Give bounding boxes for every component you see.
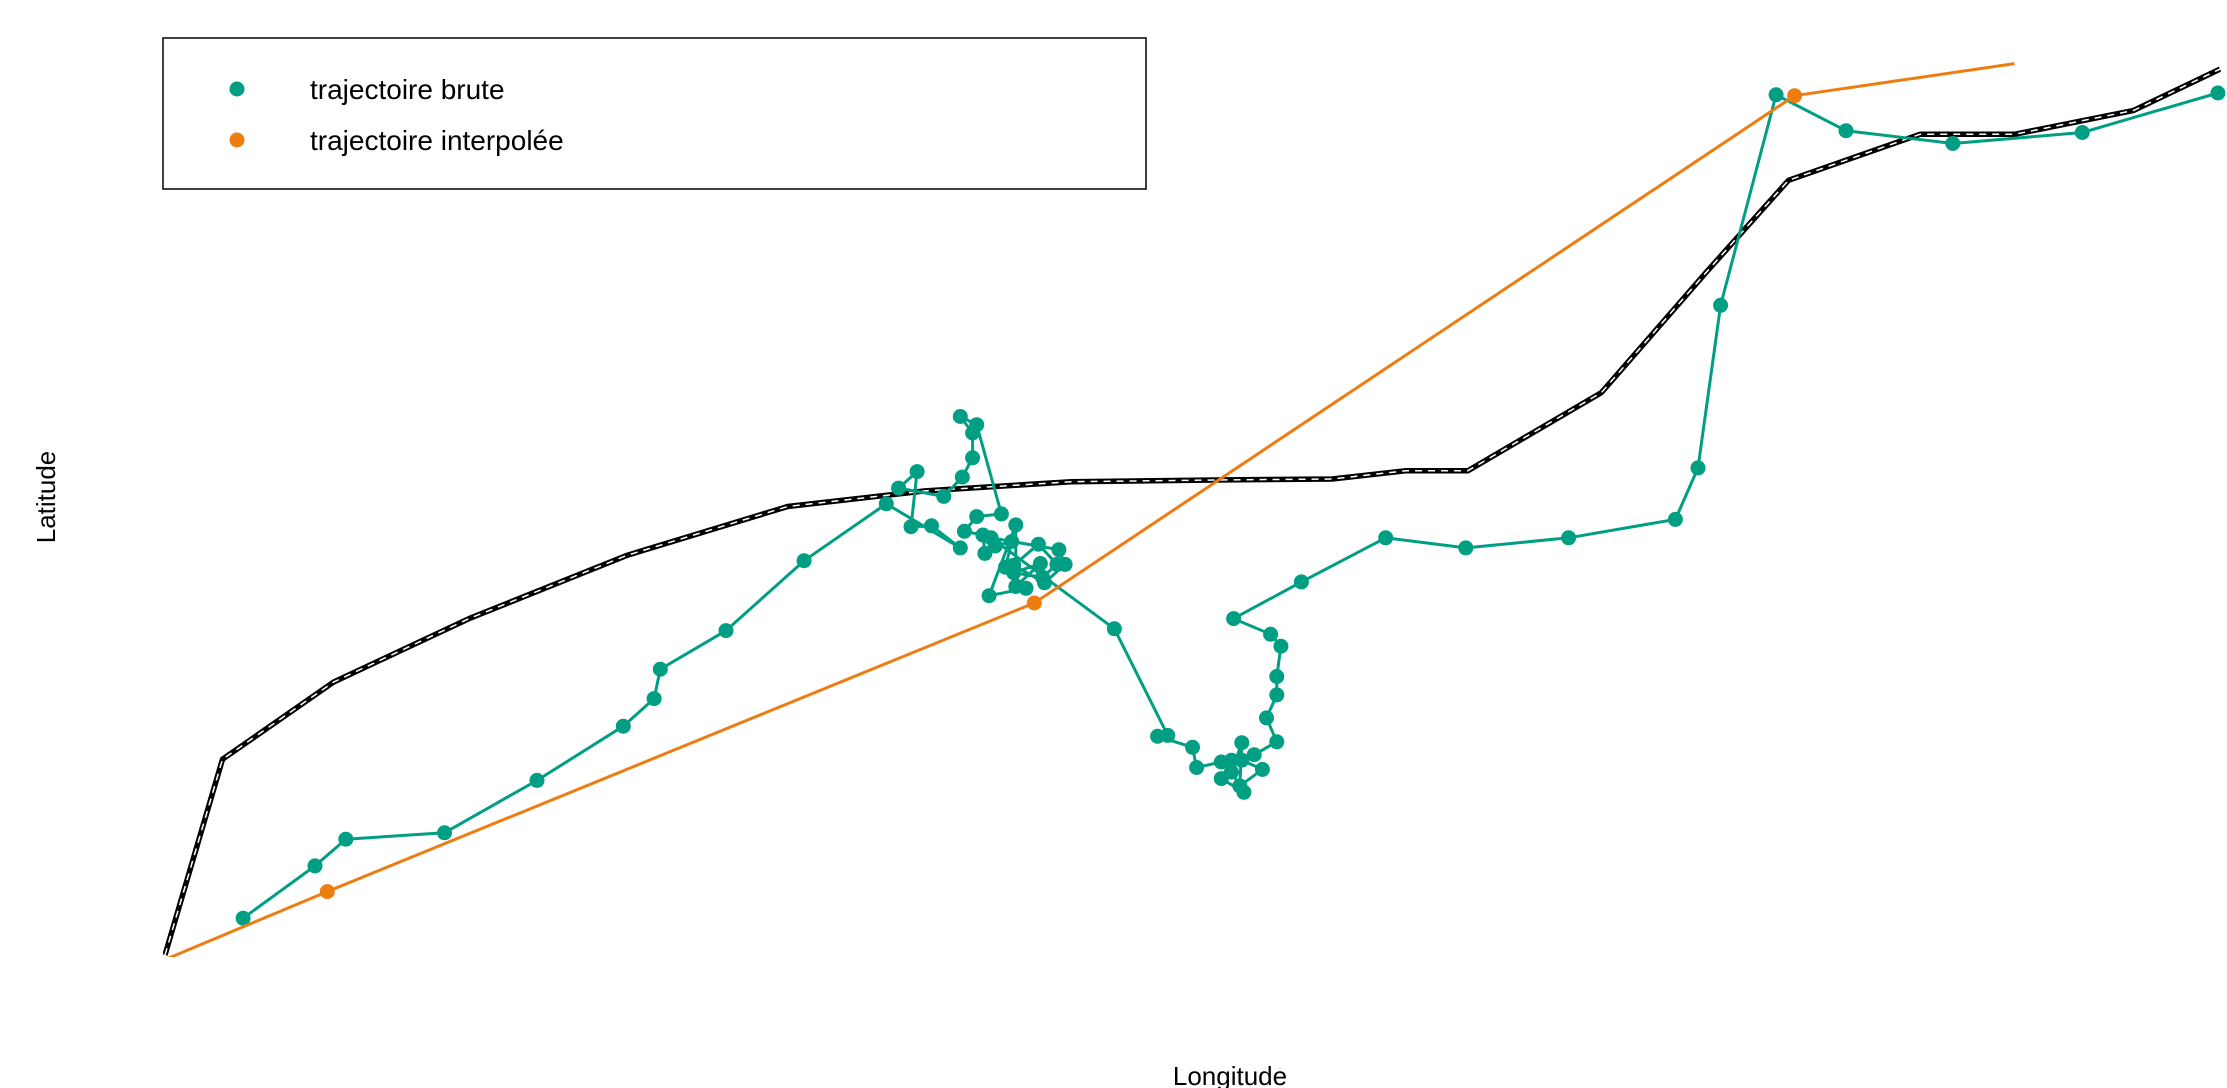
raw-trajectory-point (1224, 752, 1239, 768)
raw-trajectory-point (1030, 536, 1046, 552)
raw-trajectory-point (2074, 125, 2090, 140)
raw-trajectory-point (1051, 542, 1067, 558)
raw-trajectory-point (891, 480, 907, 496)
raw-trajectory-point (1234, 735, 1250, 751)
raw-trajectory-point (903, 519, 919, 535)
raw-trajectory-point (1224, 764, 1239, 780)
raw-trajectory-point (1690, 460, 1706, 476)
raw-trajectory-point (1254, 761, 1270, 777)
raw-trajectory-point (1269, 669, 1285, 684)
legend-box (162, 37, 1147, 190)
raw-trajectory-point (969, 417, 985, 433)
raw-trajectory-point (1032, 556, 1048, 571)
raw-trajectory-point (956, 523, 972, 539)
raw-trajectory-point (1458, 540, 1474, 556)
raw-trajectory-point (718, 623, 734, 639)
legend-marker-interpolated (229, 132, 245, 148)
raw-trajectory-point (936, 488, 952, 504)
legend-label-raw: trajectoire brute (310, 74, 505, 105)
raw-trajectory-point (954, 469, 970, 485)
raw-trajectory-point (952, 540, 968, 556)
raw-trajectory-point (437, 825, 452, 841)
raw-trajectory-point (1667, 511, 1683, 527)
raw-trajectory-point (1838, 123, 1854, 139)
black-trajectory-line (163, 66, 2222, 956)
interpolated-trajectory-point (1787, 88, 1803, 104)
raw-trajectory-point (1269, 734, 1285, 750)
raw-trajectory-point (1006, 557, 1022, 573)
raw-trajectory-point (2210, 85, 2226, 101)
raw-trajectory-point (1945, 136, 1961, 151)
raw-trajectory-point (909, 464, 925, 480)
black-trajectory-dash (164, 68, 2221, 956)
y-axis-label: Latitude (31, 451, 61, 544)
legend-marker-raw (229, 81, 245, 97)
raw-trajectory-point (652, 661, 668, 677)
interpolated-trajectory-line (167, 62, 2015, 957)
raw-trajectory-point (1232, 778, 1248, 794)
raw-trajectory-point (993, 506, 1009, 522)
raw-trajectory-point (1057, 556, 1073, 572)
raw-trajectory-point (1378, 530, 1394, 546)
raw-trajectory-point (878, 496, 894, 512)
raw-trajectory-point (1713, 297, 1729, 313)
interpolated-trajectory-point (1026, 595, 1042, 611)
raw-trajectory-point (1273, 638, 1289, 654)
raw-trajectory-point (1106, 621, 1122, 637)
raw-trajectory-point (1004, 534, 1020, 549)
raw-trajectory-point (796, 553, 812, 569)
raw-trajectory-point (235, 910, 251, 926)
raw-trajectory-point (529, 772, 545, 788)
raw-trajectory-point (1246, 747, 1262, 763)
x-axis-label: Longitude (1173, 1061, 1287, 1088)
plot-area (163, 62, 2226, 957)
raw-trajectory-point (952, 409, 968, 424)
legend: trajectoire brute trajectoire interpolée (162, 37, 1147, 190)
raw-trajectory-point (924, 518, 939, 534)
raw-trajectory-point (307, 858, 323, 874)
raw-trajectory-point (1150, 728, 1166, 744)
raw-trajectory-point (1226, 611, 1242, 627)
raw-trajectory-point (969, 509, 985, 525)
raw-trajectory-point (646, 691, 662, 707)
raw-trajectory-point (1234, 752, 1250, 768)
raw-trajectory-point (1293, 574, 1309, 590)
legend-label-interpolated: trajectoire interpolée (310, 125, 564, 156)
raw-trajectory-point (615, 718, 631, 734)
raw-trajectory-point (338, 831, 354, 847)
raw-trajectory-line (242, 91, 2219, 920)
raw-trajectory-point (1561, 530, 1577, 546)
raw-trajectory-point (1259, 710, 1274, 726)
raw-trajectory-point (1037, 575, 1052, 591)
raw-trajectory-point (965, 450, 981, 466)
raw-trajectory-point (1189, 760, 1205, 775)
raw-trajectory-point (1269, 687, 1285, 703)
raw-trajectory-point (1008, 517, 1024, 533)
raw-trajectory-point (983, 530, 999, 546)
raw-trajectory-point (981, 588, 997, 604)
raw-trajectory-point (1263, 626, 1279, 642)
interpolated-trajectory-point (319, 884, 335, 900)
raw-trajectory-point (1008, 579, 1024, 594)
raw-trajectory-point (1185, 739, 1200, 755)
raw-trajectory-point (1768, 87, 1784, 103)
